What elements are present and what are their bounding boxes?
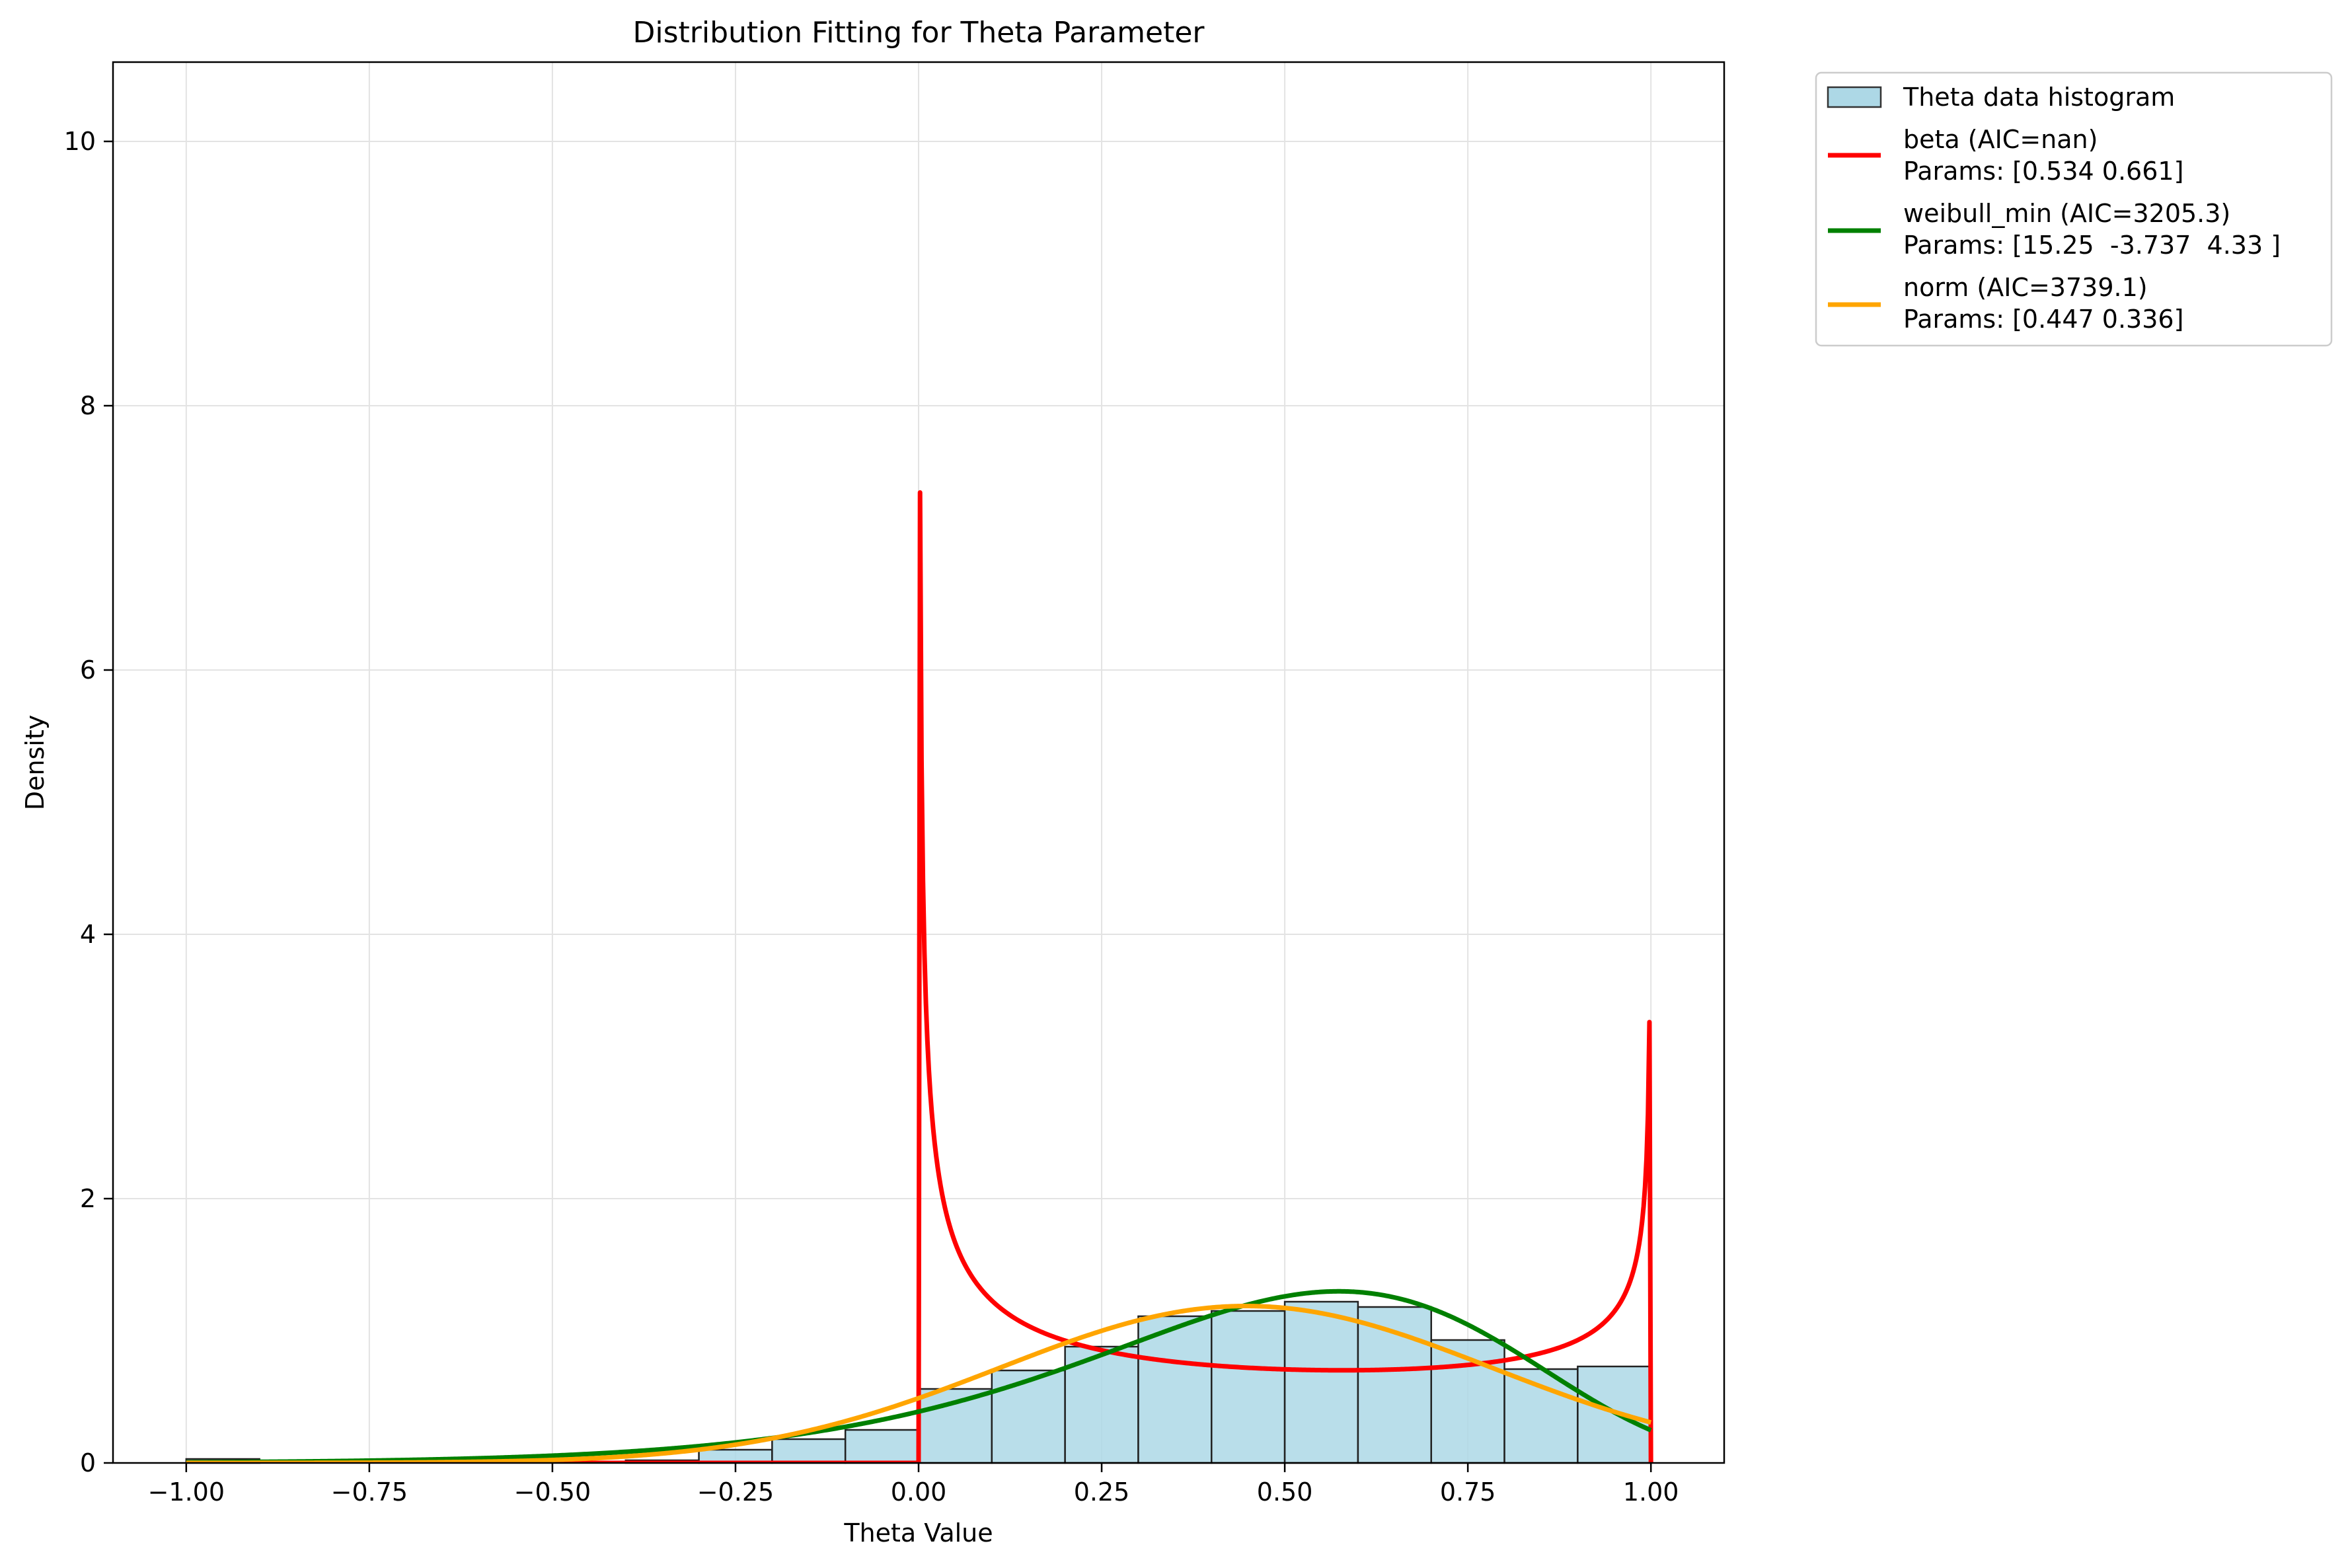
legend-norm-params: Params: [0.447 0.336] <box>1903 305 2183 334</box>
x-tick-label-7: 0.75 <box>1440 1477 1496 1507</box>
x-tick-label-0: −1.00 <box>148 1477 225 1507</box>
y-tick-label-0: 0 <box>80 1448 96 1477</box>
x-tick-label-3: −0.25 <box>697 1477 774 1507</box>
legend-weibull-params: Params: [15.25 -3.737 4.33 ] <box>1903 231 2281 260</box>
legend: Theta data histogram beta (AIC=nan) Para… <box>1815 71 2333 347</box>
y-axis-label: Density <box>20 715 50 810</box>
x-tick-label-8: 1.00 <box>1623 1477 1679 1507</box>
y-tick-label-3: 6 <box>80 655 96 685</box>
legend-beta-label: beta (AIC=nan) <box>1903 125 2098 154</box>
histogram-bar-8 <box>771 1438 847 1464</box>
histogram-bar-9 <box>844 1429 920 1464</box>
y-tick-label-4: 8 <box>80 391 96 420</box>
beta-fit-curve <box>185 490 1653 1463</box>
x-tick-label-1: −0.75 <box>331 1477 408 1507</box>
x-tick-label-4: 0.00 <box>891 1477 947 1507</box>
histogram-bar-14 <box>1211 1310 1286 1464</box>
y-tick-label-5: 10 <box>64 127 96 156</box>
legend-weibull-label: weibull_min (AIC=3205.3) <box>1903 199 2230 228</box>
legend-norm-label: norm (AIC=3739.1) <box>1903 273 2148 302</box>
x-axis-label: Theta Value <box>843 1518 993 1548</box>
weibull-min-fit-curve <box>185 1288 1652 1463</box>
y-tick-label-2: 4 <box>80 920 96 949</box>
x-axis-ticks: −1.00 −0.75 −0.50 −0.25 0.00 0.25 0.50 0.75 1.00 <box>148 1463 1679 1507</box>
x-tick-label-5: 0.25 <box>1074 1477 1130 1507</box>
y-tick-label-1: 2 <box>80 1184 96 1213</box>
x-tick-label-2: −0.50 <box>514 1477 591 1507</box>
legend-histogram-label: Theta data histogram <box>1903 83 2175 112</box>
histogram-bar-11 <box>991 1369 1066 1464</box>
legend-frame <box>1815 71 2333 347</box>
x-tick-label-6: 0.50 <box>1257 1477 1313 1507</box>
legend-beta-params: Params: [0.534 0.661] <box>1903 157 2183 186</box>
chart-title: Distribution Fitting for Theta Parameter <box>633 16 1205 50</box>
histogram-bar-15 <box>1283 1300 1359 1464</box>
legend-histogram-swatch <box>1827 86 1882 108</box>
y-axis-ticks: 0 2 4 6 8 10 <box>64 127 113 1477</box>
